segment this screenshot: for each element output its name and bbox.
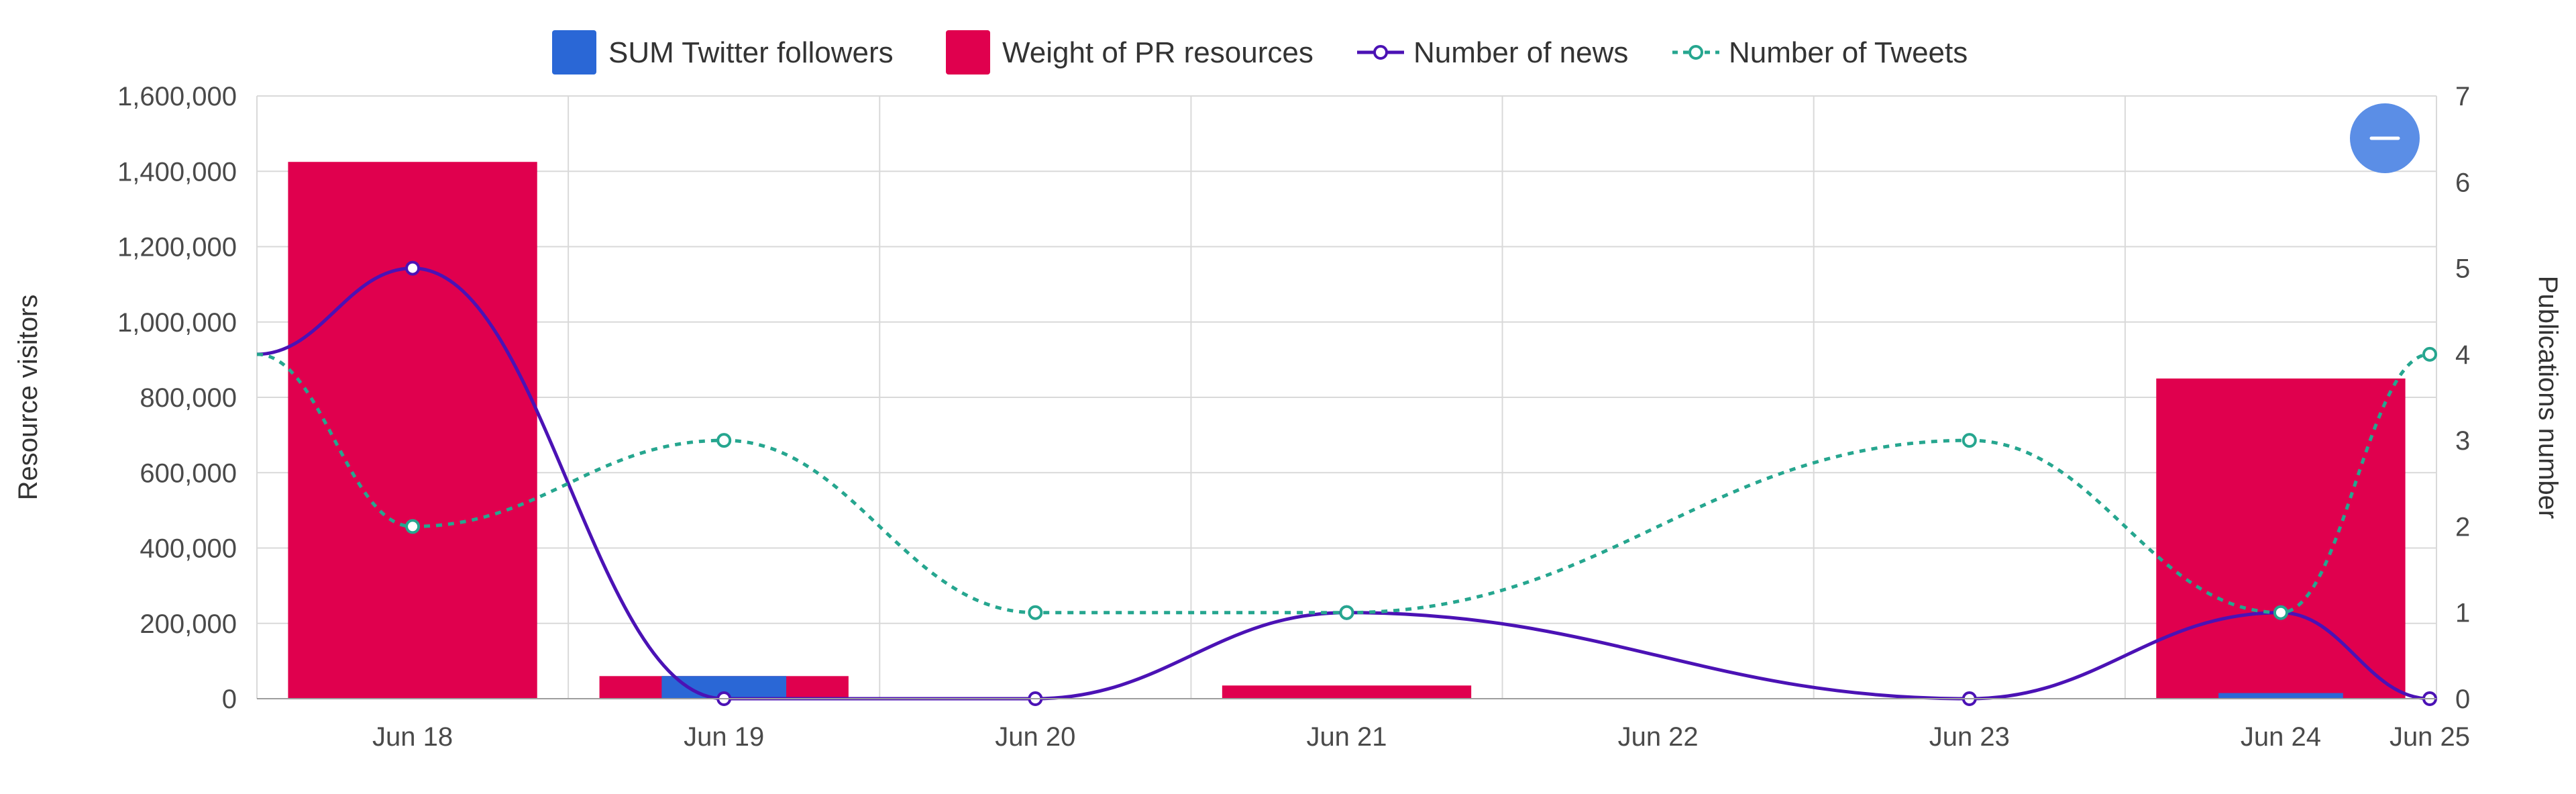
bar-sum-twitter-followers	[2218, 693, 2343, 699]
legend-item-sum-twitter-followers[interactable]: SUM Twitter followers	[552, 30, 894, 75]
legend-label: Weight of PR resources	[1002, 36, 1313, 69]
bar-layer	[288, 162, 2406, 699]
y-tick-label: 600,000	[140, 458, 237, 488]
x-tick-label: Jun 25	[2390, 722, 2470, 752]
y2-tick-label: 4	[2455, 340, 2470, 370]
y2-tick-label: 7	[2455, 82, 2470, 111]
legend: SUM Twitter followers Weight of PR resour…	[552, 30, 1968, 75]
legend-item-number-of-tweets[interactable]: Number of Tweets	[1672, 36, 1968, 69]
zoom-controls	[2350, 103, 2420, 173]
y-tick-label: 0	[222, 685, 237, 714]
point-number-of-news	[405, 260, 421, 276]
x-tick-label: Jun 22	[1618, 722, 1699, 752]
x-tick-label: Jun 19	[684, 722, 764, 752]
legend-label: SUM Twitter followers	[608, 36, 894, 69]
x-tick-label: Jun 20	[995, 722, 1075, 752]
y2-axis-title: Publications number	[2533, 276, 2563, 519]
point-number-of-tweets	[1028, 605, 1043, 620]
y-tick-label: 1,200,000	[117, 233, 237, 262]
bar-weight-of-pr-resources	[288, 162, 537, 699]
axes: 0 200,000 400,000 600,000 800,000 1,000,000 1,…	[13, 82, 2563, 752]
x-tick-label: Jun 18	[372, 722, 453, 752]
bar-weight-of-pr-resources	[2156, 378, 2406, 699]
bar-weight-of-pr-resources	[1222, 685, 1472, 699]
legend-item-number-of-news[interactable]: Number of news	[1357, 36, 1628, 69]
x-tick-label: Jun 24	[2241, 722, 2321, 752]
point-number-of-tweets	[1962, 433, 1977, 448]
legend-swatch	[946, 30, 990, 75]
legend-label: Number of Tweets	[1729, 36, 1968, 69]
zoom-out-button[interactable]	[2350, 103, 2420, 173]
y2-tick-label: 6	[2455, 168, 2470, 197]
y-tick-label: 1,600,000	[117, 82, 237, 111]
legend-item-weight-of-pr-resources[interactable]: Weight of PR resources	[946, 30, 1313, 75]
point-number-of-tweets	[1339, 605, 1354, 620]
line-layer	[256, 260, 2437, 706]
line-number-of-tweets	[256, 352, 2430, 615]
legend-marker	[1373, 45, 1388, 60]
legend-label: Number of news	[1413, 36, 1628, 69]
point-number-of-tweets	[405, 519, 421, 534]
y-tick-label: 200,000	[140, 609, 237, 639]
y2-tick-label: 5	[2455, 254, 2470, 284]
y2-tick-label: 2	[2455, 512, 2470, 542]
y2-tick-label: 3	[2455, 426, 2470, 456]
x-tick-label: Jun 21	[1306, 722, 1387, 752]
point-number-of-tweets	[2273, 605, 2288, 620]
y-tick-label: 800,000	[140, 383, 237, 413]
y-axis-title: Resource visitors	[13, 295, 43, 501]
x-tick-label: Jun 23	[1929, 722, 2010, 752]
y-tick-label: 1,400,000	[117, 157, 237, 187]
y2-tick-label: 0	[2455, 685, 2470, 714]
y2-tick-label: 1	[2455, 599, 2470, 628]
legend-marker	[1688, 45, 1703, 60]
y-tick-label: 1,000,000	[117, 308, 237, 338]
point-number-of-tweets	[716, 433, 732, 448]
y-tick-label: 400,000	[140, 534, 237, 564]
legend-swatch	[552, 30, 596, 75]
point-number-of-tweets	[2422, 346, 2437, 362]
grid	[256, 95, 2437, 699]
line-number-of-news	[256, 266, 2430, 701]
